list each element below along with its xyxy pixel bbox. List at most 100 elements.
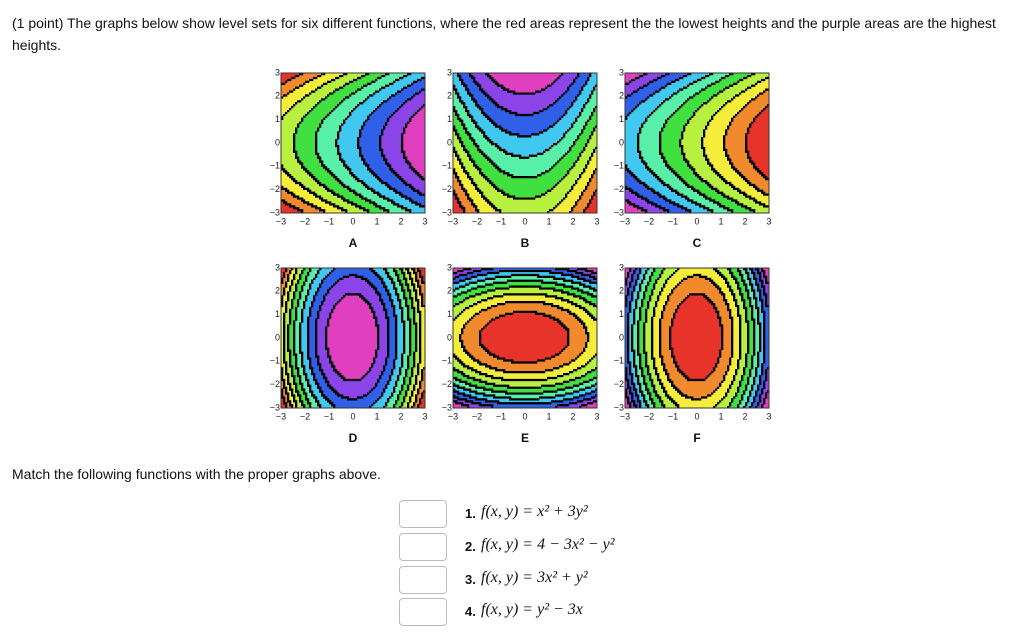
x-tick-label: 3	[422, 411, 427, 421]
x-tick-label: −3	[276, 411, 286, 421]
contour-plot: −3−3 −2 −2 −1 −1 0 0 1 1 2 2 3 3 E	[442, 262, 600, 445]
function-formula: f(x, y) = x² + 3y²	[481, 503, 588, 520]
question-text: (1 point) The graphs below show level se…	[12, 15, 996, 53]
y-tick-label: −3	[614, 402, 624, 412]
level-band	[453, 108, 598, 198]
x-tick-label: 1	[374, 411, 379, 421]
level-band	[453, 170, 598, 214]
graph-label: B	[521, 236, 530, 250]
x-tick-label: −3	[620, 411, 630, 421]
x-tick-label: 2	[742, 216, 747, 226]
y-tick-label: −1	[442, 161, 452, 171]
x-tick-label: 0	[522, 411, 527, 421]
x-tick-label: −2	[644, 216, 654, 226]
x-tick-label: 2	[570, 411, 575, 421]
level-band	[703, 78, 770, 206]
y-tick-label: 3	[447, 67, 452, 77]
x-tick-label: −1	[324, 411, 334, 421]
y-tick-label: 1	[275, 309, 280, 319]
x-tick-label: −3	[276, 216, 286, 226]
x-tick-label: 3	[594, 216, 599, 226]
x-tick-label: −3	[448, 411, 458, 421]
y-tick-label: 3	[275, 67, 280, 77]
x-tick-label: 1	[546, 411, 551, 421]
y-tick-label: −1	[614, 356, 624, 366]
y-tick-label: 1	[447, 309, 452, 319]
y-tick-label: 2	[275, 286, 280, 296]
y-tick-label: 2	[447, 91, 452, 101]
level-band	[471, 73, 578, 115]
x-tick-label: −2	[300, 216, 310, 226]
level-band	[289, 268, 416, 409]
x-tick-label: 3	[766, 216, 771, 226]
contour-plot: −3−3 −2 −2 −1 −1 0 0 1 1 2 2 3 3 D	[270, 262, 428, 445]
answer-input[interactable]	[399, 500, 447, 528]
answer-input[interactable]	[399, 533, 447, 561]
item-number: 2.	[465, 539, 476, 554]
answer-input[interactable]	[399, 598, 447, 626]
x-tick-label: −1	[496, 216, 506, 226]
y-tick-label: 2	[619, 91, 624, 101]
y-tick-label: 0	[275, 137, 280, 147]
y-tick-label: 0	[619, 332, 624, 342]
y-tick-label: 3	[275, 262, 280, 272]
y-tick-label: 2	[447, 286, 452, 296]
level-band	[625, 73, 712, 214]
x-tick-label: −2	[644, 411, 654, 421]
x-tick-label: −3	[620, 216, 630, 226]
plot-frame	[624, 72, 770, 214]
y-tick-label: −3	[614, 207, 624, 217]
level-curve	[453, 73, 598, 214]
x-tick-label: 3	[766, 411, 771, 421]
level-band	[481, 312, 568, 362]
y-tick-label: −1	[614, 161, 624, 171]
level-band	[489, 73, 562, 93]
x-tick-label: −2	[472, 411, 482, 421]
y-tick-label: 3	[447, 262, 452, 272]
x-tick-label: −1	[668, 411, 678, 421]
answer-input[interactable]	[399, 566, 447, 594]
level-band	[639, 73, 732, 214]
x-tick-label: 2	[398, 411, 403, 421]
function-formula: f(x, y) = 3x² + y²	[481, 569, 588, 586]
answer-item: 2. f(x, y) = 4 − 3x² − y²	[399, 533, 799, 563]
x-tick-label: −3	[448, 216, 458, 226]
x-tick-label: 1	[718, 216, 723, 226]
answer-item: 1. f(x, y) = x² + 3y²	[399, 500, 799, 530]
level-band	[453, 275, 598, 399]
level-band	[359, 78, 426, 206]
x-tick-label: 0	[694, 411, 699, 421]
y-tick-label: 3	[619, 262, 624, 272]
level-band	[453, 127, 598, 214]
item-number: 1.	[465, 506, 476, 521]
level-band	[453, 86, 598, 177]
item-number: 4.	[465, 604, 476, 619]
level-band	[453, 281, 598, 393]
plot-frame	[624, 267, 770, 409]
y-tick-label: 1	[447, 114, 452, 124]
x-tick-label: 1	[374, 216, 379, 226]
plot-frame	[280, 267, 426, 409]
x-tick-label: 2	[398, 216, 403, 226]
y-tick-label: −2	[442, 184, 452, 194]
contour-plot: −3−3 −2 −2 −1 −1 0 0 1 1 2 2 3 3 F	[614, 262, 772, 445]
level-band	[327, 295, 378, 380]
level-band	[281, 73, 324, 214]
function-formula: f(x, y) = y² − 3x	[481, 601, 583, 618]
x-tick-label: −1	[324, 216, 334, 226]
y-tick-label: 0	[619, 137, 624, 147]
level-curve	[281, 268, 426, 409]
x-tick-label: −2	[300, 411, 310, 421]
x-tick-label: 0	[350, 216, 355, 226]
x-tick-label: −1	[496, 411, 506, 421]
x-tick-label: 1	[546, 216, 551, 226]
level-band	[747, 106, 770, 179]
y-tick-label: −2	[270, 184, 280, 194]
item-number: 3.	[465, 572, 476, 587]
x-tick-label: −1	[668, 216, 678, 226]
y-tick-label: 0	[275, 332, 280, 342]
y-tick-label: 0	[447, 137, 452, 147]
y-tick-label: −1	[442, 356, 452, 366]
answer-item: 4. f(x, y) = y² − 3x	[399, 598, 799, 628]
